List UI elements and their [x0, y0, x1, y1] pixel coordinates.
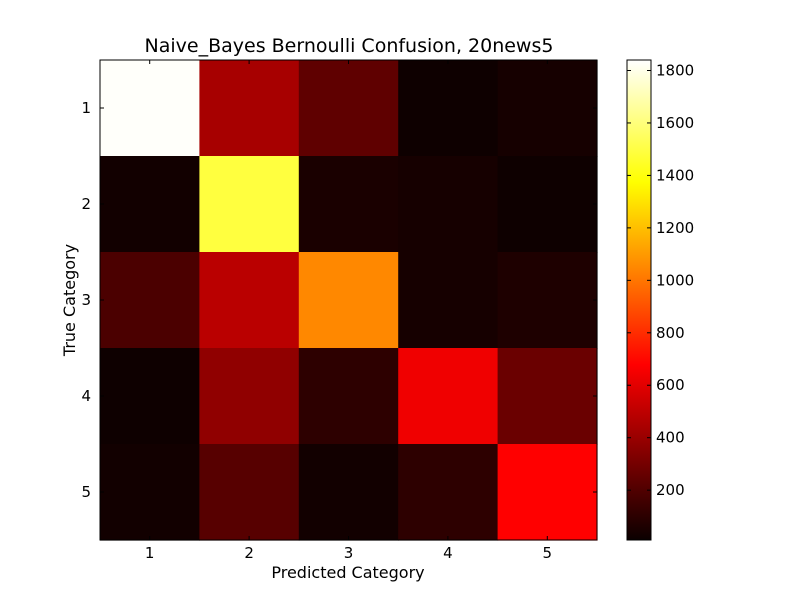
colorbar-tick-label: 1400	[656, 166, 694, 184]
heatmap-cell-5-4	[398, 444, 499, 541]
x-tick-label: 2	[244, 544, 254, 562]
heatmap-cell-1-3	[298, 60, 399, 157]
heatmap-cell-1-2	[199, 60, 300, 157]
heatmap-cell-3-3	[298, 252, 399, 349]
y-tick-label: 2	[81, 195, 91, 213]
colorbar-tick-label: 400	[656, 429, 685, 447]
y-tick-label: 3	[81, 291, 91, 309]
heatmap-cell-3-2	[199, 252, 300, 349]
heatmap-cell-5-1	[100, 444, 200, 541]
heatmap-cell-1-1	[100, 60, 200, 157]
heatmap-cell-4-1	[100, 348, 200, 445]
colorbar-tick-label: 1800	[656, 61, 694, 79]
heatmap-cell-4-5	[497, 348, 598, 445]
heatmap-cell-1-5	[497, 60, 598, 157]
colorbar-tick-label: 200	[656, 481, 685, 499]
colorbar-tick-label: 1600	[656, 114, 694, 132]
heatmap-cell-5-5	[497, 444, 598, 541]
colorbar	[626, 59, 652, 541]
x-tick-label: 5	[543, 544, 553, 562]
x-tick-label: 3	[344, 544, 354, 562]
heatmap-cell-1-4	[398, 60, 499, 157]
heatmap-cell-2-3	[298, 156, 399, 253]
y-axis-ticks: 1 2 3 4 5	[81, 99, 597, 501]
heatmap-cell-5-3	[298, 444, 399, 541]
heatmap-cell-5-2	[199, 444, 300, 541]
x-tick-label: 4	[443, 544, 453, 562]
heatmap-cell-2-1	[100, 156, 200, 253]
y-tick-label: 1	[81, 99, 91, 117]
heatmap-cell-3-4	[398, 252, 499, 349]
y-axis-label: True Category	[60, 244, 79, 357]
heatmap-cell-3-5	[497, 252, 598, 349]
colorbar-tick-label: 600	[656, 376, 685, 394]
heatmap-cell-4-3	[298, 348, 399, 445]
heatmap-cells	[100, 60, 598, 541]
heatmap-cell-2-2	[199, 156, 300, 253]
heatmap-cell-2-5	[497, 156, 598, 253]
heatmap-cell-2-4	[398, 156, 499, 253]
heatmap-cell-4-4	[398, 348, 499, 445]
colorbar-ticks: 200 400 600 800 1000 1200 1400 1600 1800	[627, 61, 694, 499]
heatmap-cell-3-1	[100, 252, 200, 349]
x-axis-ticks: 1 2 3 4 5	[145, 60, 552, 562]
chart-title: Naive_Bayes Bernoulli Confusion, 20news5	[145, 35, 554, 57]
colorbar-tick-label: 1000	[656, 271, 694, 289]
heatmap-cell-4-2	[199, 348, 300, 445]
x-axis-label: Predicted Category	[271, 563, 424, 582]
y-tick-label: 5	[81, 483, 91, 501]
colorbar-tick-label: 1200	[656, 219, 694, 237]
y-tick-label: 4	[81, 387, 91, 405]
x-tick-label: 1	[145, 544, 155, 562]
colorbar-tick-label: 800	[656, 324, 685, 342]
